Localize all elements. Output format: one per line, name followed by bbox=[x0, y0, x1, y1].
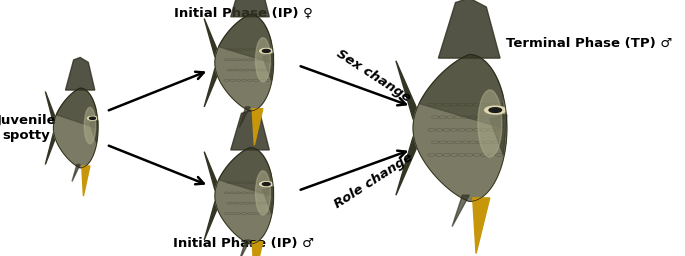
Polygon shape bbox=[263, 54, 273, 80]
Polygon shape bbox=[231, 111, 269, 150]
Polygon shape bbox=[239, 107, 250, 127]
Polygon shape bbox=[90, 121, 98, 143]
Ellipse shape bbox=[478, 90, 502, 157]
Circle shape bbox=[485, 106, 506, 114]
Polygon shape bbox=[204, 19, 221, 60]
Text: Initial Phase (IP) ♀: Initial Phase (IP) ♀ bbox=[174, 6, 312, 19]
Polygon shape bbox=[490, 115, 507, 155]
Polygon shape bbox=[413, 55, 507, 201]
Polygon shape bbox=[473, 198, 490, 253]
Polygon shape bbox=[66, 58, 95, 90]
Ellipse shape bbox=[256, 38, 271, 82]
Circle shape bbox=[90, 117, 95, 119]
Polygon shape bbox=[215, 148, 273, 244]
Polygon shape bbox=[419, 55, 503, 128]
Polygon shape bbox=[215, 15, 273, 111]
Polygon shape bbox=[82, 166, 90, 196]
Text: Sex change: Sex change bbox=[334, 47, 413, 104]
Polygon shape bbox=[45, 91, 58, 126]
Polygon shape bbox=[239, 240, 250, 256]
Text: Role change: Role change bbox=[332, 150, 415, 211]
Ellipse shape bbox=[84, 107, 96, 144]
Polygon shape bbox=[263, 187, 273, 214]
Polygon shape bbox=[45, 131, 58, 165]
Text: Initial Phase (IP) ♂: Initial Phase (IP) ♂ bbox=[173, 237, 314, 250]
Circle shape bbox=[262, 49, 270, 52]
Ellipse shape bbox=[256, 171, 271, 215]
Polygon shape bbox=[252, 242, 263, 256]
Polygon shape bbox=[396, 61, 423, 124]
Polygon shape bbox=[56, 88, 96, 128]
Text: Juvenile
spotty: Juvenile spotty bbox=[0, 114, 56, 142]
Polygon shape bbox=[72, 165, 80, 182]
Polygon shape bbox=[204, 199, 221, 240]
Polygon shape bbox=[452, 195, 469, 227]
Circle shape bbox=[88, 116, 97, 120]
Circle shape bbox=[489, 108, 501, 112]
Circle shape bbox=[260, 182, 273, 187]
Text: Terminal Phase (TP) ♂: Terminal Phase (TP) ♂ bbox=[506, 37, 672, 50]
Polygon shape bbox=[231, 0, 269, 17]
Polygon shape bbox=[204, 66, 221, 107]
Polygon shape bbox=[219, 14, 271, 63]
Polygon shape bbox=[219, 147, 271, 196]
Polygon shape bbox=[438, 0, 500, 58]
Circle shape bbox=[260, 48, 273, 54]
Polygon shape bbox=[396, 133, 423, 195]
Polygon shape bbox=[252, 109, 263, 145]
Polygon shape bbox=[204, 152, 221, 193]
Circle shape bbox=[262, 183, 270, 186]
Polygon shape bbox=[53, 88, 98, 168]
